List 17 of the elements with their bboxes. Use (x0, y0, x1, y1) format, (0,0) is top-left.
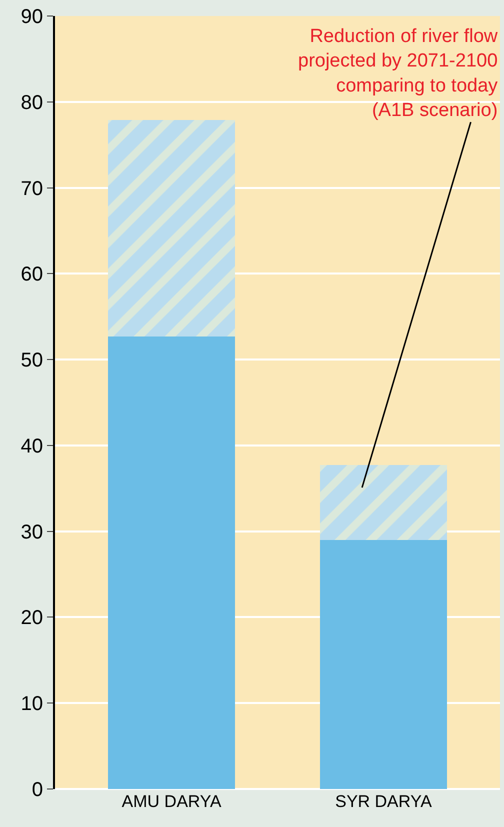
y-tick-label: 90 (20, 6, 43, 28)
bar (320, 465, 448, 540)
y-tick-label: 10 (20, 693, 43, 716)
y-tick-label: 70 (20, 178, 43, 200)
x-tick-label: AMU DARYA (122, 792, 222, 811)
y-tick-label: 40 (20, 435, 43, 458)
bar (108, 120, 236, 336)
y-tick-label: 60 (20, 264, 43, 286)
y-tick-label: 80 (20, 92, 43, 114)
y-tick-label: 50 (20, 350, 43, 372)
bar (108, 336, 236, 789)
y-tick-label: 20 (20, 607, 43, 630)
annotation: Reduction of river flow projected by 2071-2100 comparing to today (A1B scenario) (298, 26, 498, 122)
x-tick-label: SYR DARYA (335, 792, 432, 811)
y-tick-label: 30 (20, 521, 43, 544)
bar (320, 540, 448, 789)
y-tick-label: 0 (32, 779, 43, 801)
